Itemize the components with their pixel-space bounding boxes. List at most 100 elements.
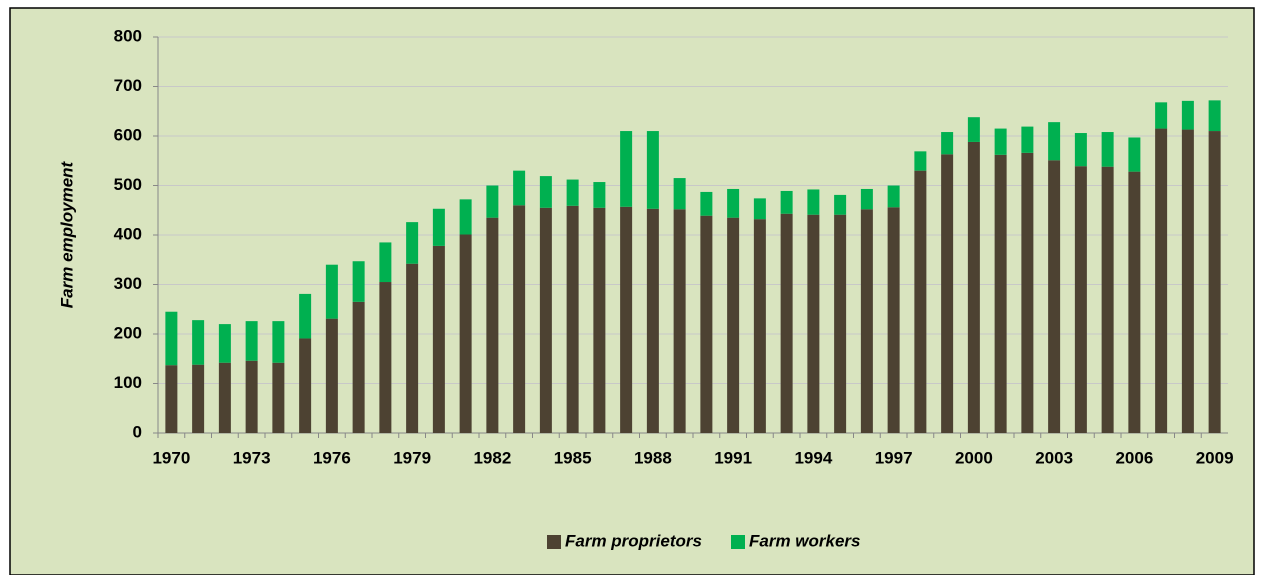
bar-segment [994, 154, 1007, 433]
bar-segment [566, 179, 579, 206]
bar-segment [780, 213, 793, 433]
x-tick-label: 2003 [1035, 448, 1073, 467]
bar-segment [753, 198, 766, 220]
bar-segment [1128, 137, 1141, 172]
bar-segment [245, 360, 258, 433]
bar-segment [486, 217, 499, 433]
y-tick-label: 500 [114, 175, 142, 194]
bar-segment [218, 324, 231, 363]
x-tick-label: 2000 [955, 448, 993, 467]
bar-segment [673, 209, 686, 433]
bar-segment [780, 190, 793, 214]
bar-segment [352, 301, 365, 433]
y-tick-label: 0 [133, 422, 142, 441]
bar-segment [941, 154, 954, 433]
y-tick-label: 400 [114, 224, 142, 243]
bar-segment [700, 215, 713, 433]
bar-segment [539, 207, 552, 433]
x-tick-label: 1970 [152, 448, 190, 467]
legend-swatch [731, 535, 745, 549]
bar-segment [1048, 122, 1061, 161]
y-tick-label: 300 [114, 274, 142, 293]
bar-segment [700, 191, 713, 216]
bar-segment [1074, 166, 1087, 433]
bar-segment [887, 207, 900, 433]
y-tick-label: 100 [114, 373, 142, 392]
x-tick-label: 1991 [714, 448, 752, 467]
bar-segment [887, 185, 900, 208]
bar-segment [165, 311, 178, 366]
bar-segment [967, 117, 980, 142]
bar-segment [620, 131, 633, 207]
bar-segment [432, 245, 445, 433]
legend-label: Farm proprietors [565, 531, 702, 550]
x-tick-label: 1973 [233, 448, 271, 467]
x-tick-label: 1982 [473, 448, 511, 467]
y-tick-label: 600 [114, 125, 142, 144]
bar-segment [727, 217, 740, 433]
bar-segment [406, 222, 419, 264]
bar-segment [218, 362, 231, 433]
legend-label: Farm workers [749, 531, 861, 550]
bar-segment [192, 320, 205, 365]
bar-segment [245, 321, 258, 361]
bar-segment [941, 132, 954, 155]
bar-segment [379, 282, 392, 433]
bar-segment [753, 219, 766, 433]
bar-segment [834, 214, 847, 433]
bar-segment [727, 188, 740, 218]
legend-swatch [547, 535, 561, 549]
y-tick-label: 800 [114, 26, 142, 45]
bar-segment [513, 205, 526, 433]
bar-segment [272, 362, 285, 433]
bar-segment [834, 194, 847, 215]
bar-segment [1021, 152, 1034, 433]
bar-segment [646, 131, 659, 209]
bar-segment [272, 321, 285, 363]
y-axis-title: Farm employment [57, 160, 76, 308]
x-tick-label: 1976 [313, 448, 351, 467]
bar-segment [1208, 100, 1221, 132]
x-tick-label: 2006 [1115, 448, 1153, 467]
bar-segment [593, 182, 606, 208]
bar-segment [1101, 132, 1114, 167]
bar-segment [566, 205, 579, 433]
bar-segment [1155, 128, 1168, 433]
bar-segment [299, 338, 312, 433]
bar-segment [914, 151, 927, 171]
bar-segment [1208, 131, 1221, 434]
bar-segment [432, 208, 445, 246]
x-tick-label: 1985 [554, 448, 592, 467]
bar-segment [325, 318, 338, 433]
bar-segment [807, 214, 820, 433]
x-tick-label: 1997 [875, 448, 913, 467]
bar-segment [325, 264, 338, 319]
bar-segment [673, 178, 686, 210]
bar-segment [620, 206, 633, 433]
x-tick-label: 2009 [1196, 448, 1234, 467]
bar-segment [459, 234, 472, 433]
x-tick-label: 1979 [393, 448, 431, 467]
bar-segment [192, 364, 205, 433]
y-tick-label: 700 [114, 76, 142, 95]
bar-segment [914, 170, 927, 433]
bar-segment [1128, 171, 1141, 433]
bar-segment [593, 207, 606, 433]
bar-segment [352, 261, 365, 302]
bar-segment [459, 199, 472, 235]
bar-segment [1048, 160, 1061, 433]
bar-segment [860, 209, 873, 433]
bar-segment [165, 365, 178, 433]
bar-segment [379, 242, 392, 283]
bar-segment [860, 188, 873, 210]
x-tick-label: 1988 [634, 448, 672, 467]
bar-segment [299, 293, 312, 339]
bar-segment [1021, 126, 1034, 153]
bar-segment [994, 128, 1007, 155]
bar-segment [807, 189, 820, 215]
bar-segment [646, 208, 659, 433]
bar-segment [1155, 102, 1168, 129]
bar-segment [1181, 100, 1194, 130]
bar-segment [1074, 133, 1087, 167]
